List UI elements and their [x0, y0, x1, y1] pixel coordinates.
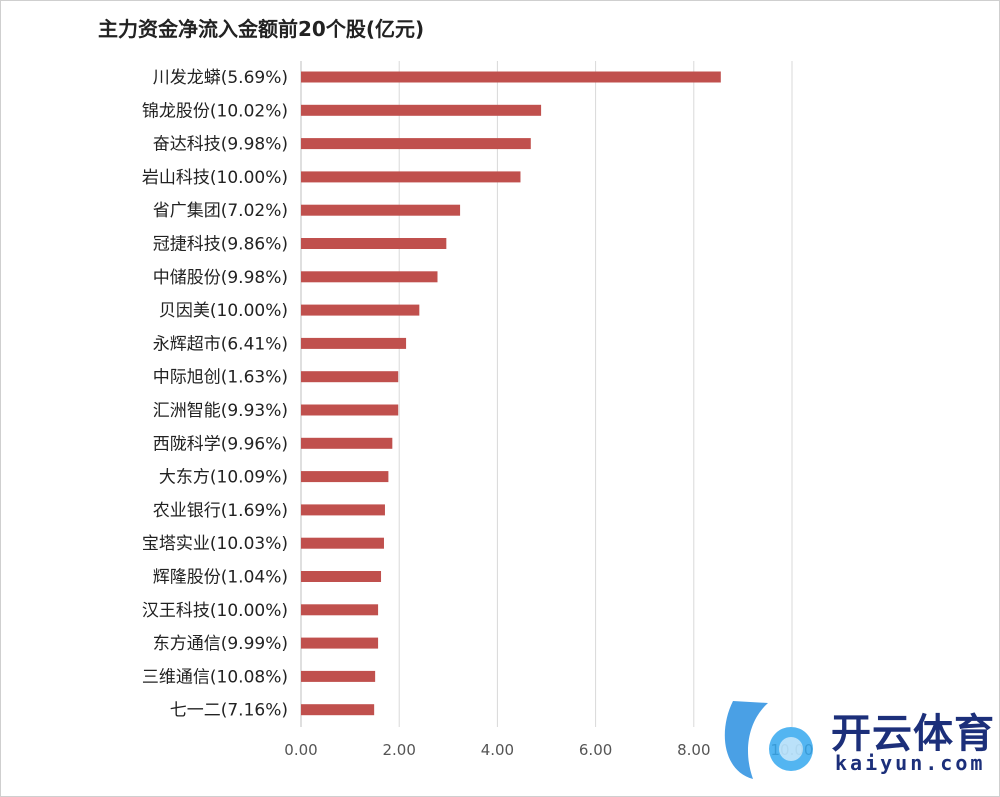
- category-label: 大东方(10.09%): [159, 468, 288, 488]
- watermark-logo: 开云体育 kaiyun.com: [713, 691, 999, 791]
- category-label: 宝塔实业(10.03%): [142, 534, 288, 554]
- kaiyun-logo-icon: [724, 701, 813, 779]
- category-label: 汇洲智能(9.93%): [153, 401, 288, 421]
- category-label: 奋达科技(9.98%): [153, 135, 288, 155]
- x-tick-label: 4.00: [481, 741, 514, 759]
- category-label: 农业银行(1.69%): [153, 501, 288, 521]
- bar: [301, 371, 399, 383]
- watermark-brand: 开云体育: [831, 711, 995, 757]
- bar: [301, 271, 438, 283]
- category-label: 西陇科学(9.96%): [153, 434, 288, 454]
- bar: [301, 471, 389, 483]
- category-label: 省广集团(7.02%): [153, 201, 288, 221]
- x-tick-label: 0.00: [284, 741, 317, 759]
- bar: [301, 204, 461, 216]
- category-label: 三维通信(10.08%): [142, 667, 288, 687]
- category-label: 汉王科技(10.00%): [142, 601, 288, 621]
- chart-title: 主力资金净流入金额前20个股(亿元): [98, 17, 425, 41]
- x-tick-label: 8.00: [677, 741, 710, 759]
- bar: [301, 404, 399, 416]
- bar: [301, 171, 521, 183]
- bar: [301, 238, 447, 249]
- category-label: 辉隆股份(1.04%): [153, 568, 288, 588]
- x-tick-label: 2.00: [382, 741, 415, 759]
- bar: [301, 670, 376, 682]
- bar: [301, 138, 531, 150]
- watermark-domain: kaiyun.com: [835, 751, 986, 775]
- category-label: 永辉超市(6.41%): [153, 334, 288, 354]
- category-label: 七一二(7.16%): [170, 701, 288, 721]
- category-label: 贝因美(10.00%): [159, 301, 288, 321]
- category-label: 东方通信(9.99%): [153, 634, 288, 654]
- bar: [301, 71, 721, 83]
- bar: [301, 304, 420, 316]
- bar: [301, 571, 382, 582]
- category-label: 中际旭创(1.63%): [153, 368, 288, 388]
- bar: [301, 604, 379, 616]
- category-label: 岩山科技(10.00%): [142, 168, 288, 188]
- bar: [301, 537, 384, 549]
- bar: [301, 504, 385, 516]
- category-label: 中储股份(9.98%): [153, 268, 288, 288]
- bar: [301, 104, 542, 116]
- bar: [301, 437, 393, 449]
- category-label: 川发龙蟒(5.69%): [153, 68, 288, 88]
- category-label: 锦龙股份(10.02%): [142, 101, 288, 121]
- bar: [301, 704, 375, 716]
- bar: [301, 337, 407, 349]
- category-label: 冠捷科技(9.86%): [153, 235, 288, 255]
- bar: [301, 637, 379, 649]
- x-tick-label: 6.00: [579, 741, 612, 759]
